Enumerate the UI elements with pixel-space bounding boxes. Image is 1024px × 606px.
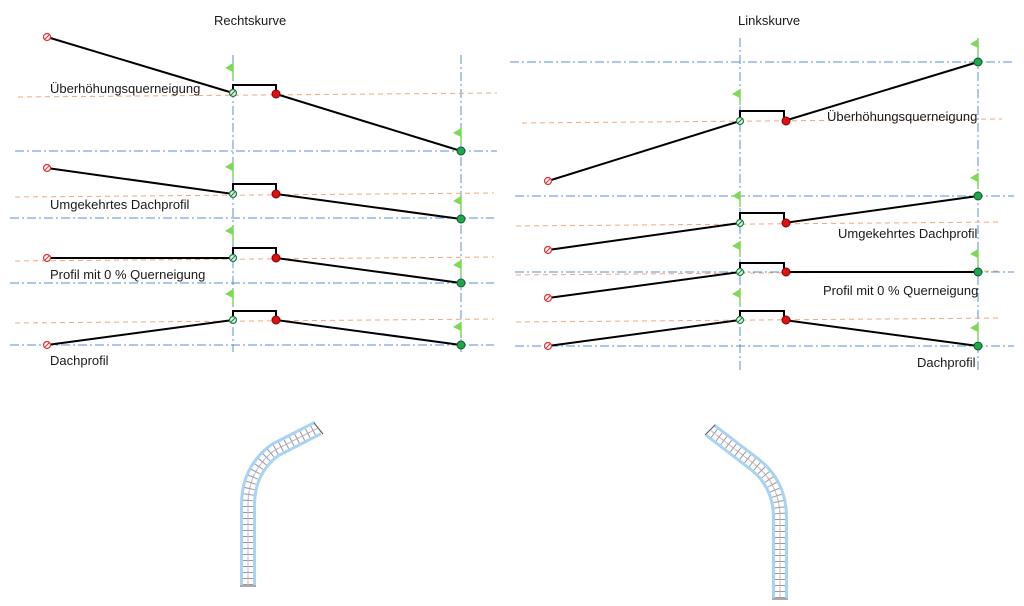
profile-superelevation-left [543,38,983,186]
title-right-curve: Rechtskurve [214,13,287,28]
title-left-curve: Linkskurve [738,13,801,28]
profile-reverse-crown-right [42,161,466,224]
right-curve-panel [10,32,498,352]
label-reverse-crown-left: Umgekehrtes Dachprofil [838,226,978,241]
guide-line [14,256,495,262]
label-crown-left: Dachprofil [917,355,976,370]
guide-line [14,192,495,198]
profile-reverse-crown-left [543,172,983,255]
label-reverse-crown-right: Umgekehrtes Dachprofil [50,197,190,212]
guide-line [17,92,498,98]
profile-crown-right [42,288,466,350]
profile-superelevation-right [42,32,466,156]
label-crown-right: Dachprofil [50,353,109,368]
label-superelevation-left: Überhöhungsquerneigung [827,109,978,124]
profile-zero-slope-right [42,225,466,288]
guide-line [14,318,495,324]
guide-line [515,221,1003,227]
guide-line [521,118,1003,124]
label-superelevation-right: Überhöhungsquerneigung [50,81,201,96]
left-curve-panel [510,38,1014,372]
label-zero-slope-right: Profil mit 0 % Querneigung [50,267,206,282]
label-zero-slope-left: Profil mit 0 % Querneigung [823,283,979,298]
road-plan-right-curve [240,420,324,587]
profile-zero-slope-left [543,240,983,303]
guide-line [515,317,1003,323]
profile-crown-left [543,288,983,351]
road-plan-left-curve [704,423,788,600]
